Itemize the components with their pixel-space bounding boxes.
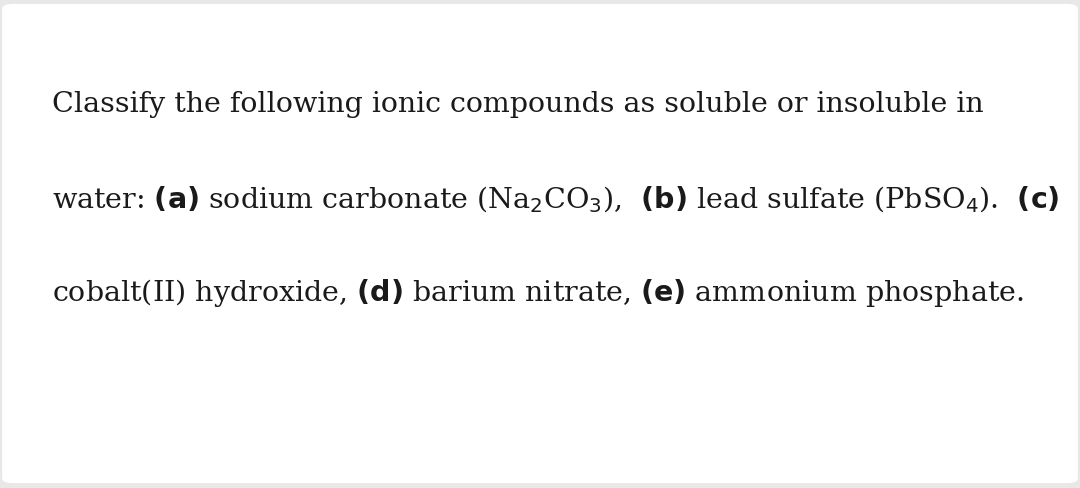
Text: cobalt(II) hydroxide, $\mathbf{(d)}$ barium nitrate, $\mathbf{(e)}$ ammonium pho: cobalt(II) hydroxide, $\mathbf{(d)}$ bar…: [52, 276, 1024, 308]
Text: water: $\mathbf{(a)}$ sodium carbonate (Na$_2$CO$_3$),  $\mathbf{(b)}$ lead sulf: water: $\mathbf{(a)}$ sodium carbonate (…: [52, 183, 1059, 214]
FancyBboxPatch shape: [2, 5, 1078, 483]
Text: Classify the following ionic compounds as soluble or insoluble in: Classify the following ionic compounds a…: [52, 91, 984, 118]
